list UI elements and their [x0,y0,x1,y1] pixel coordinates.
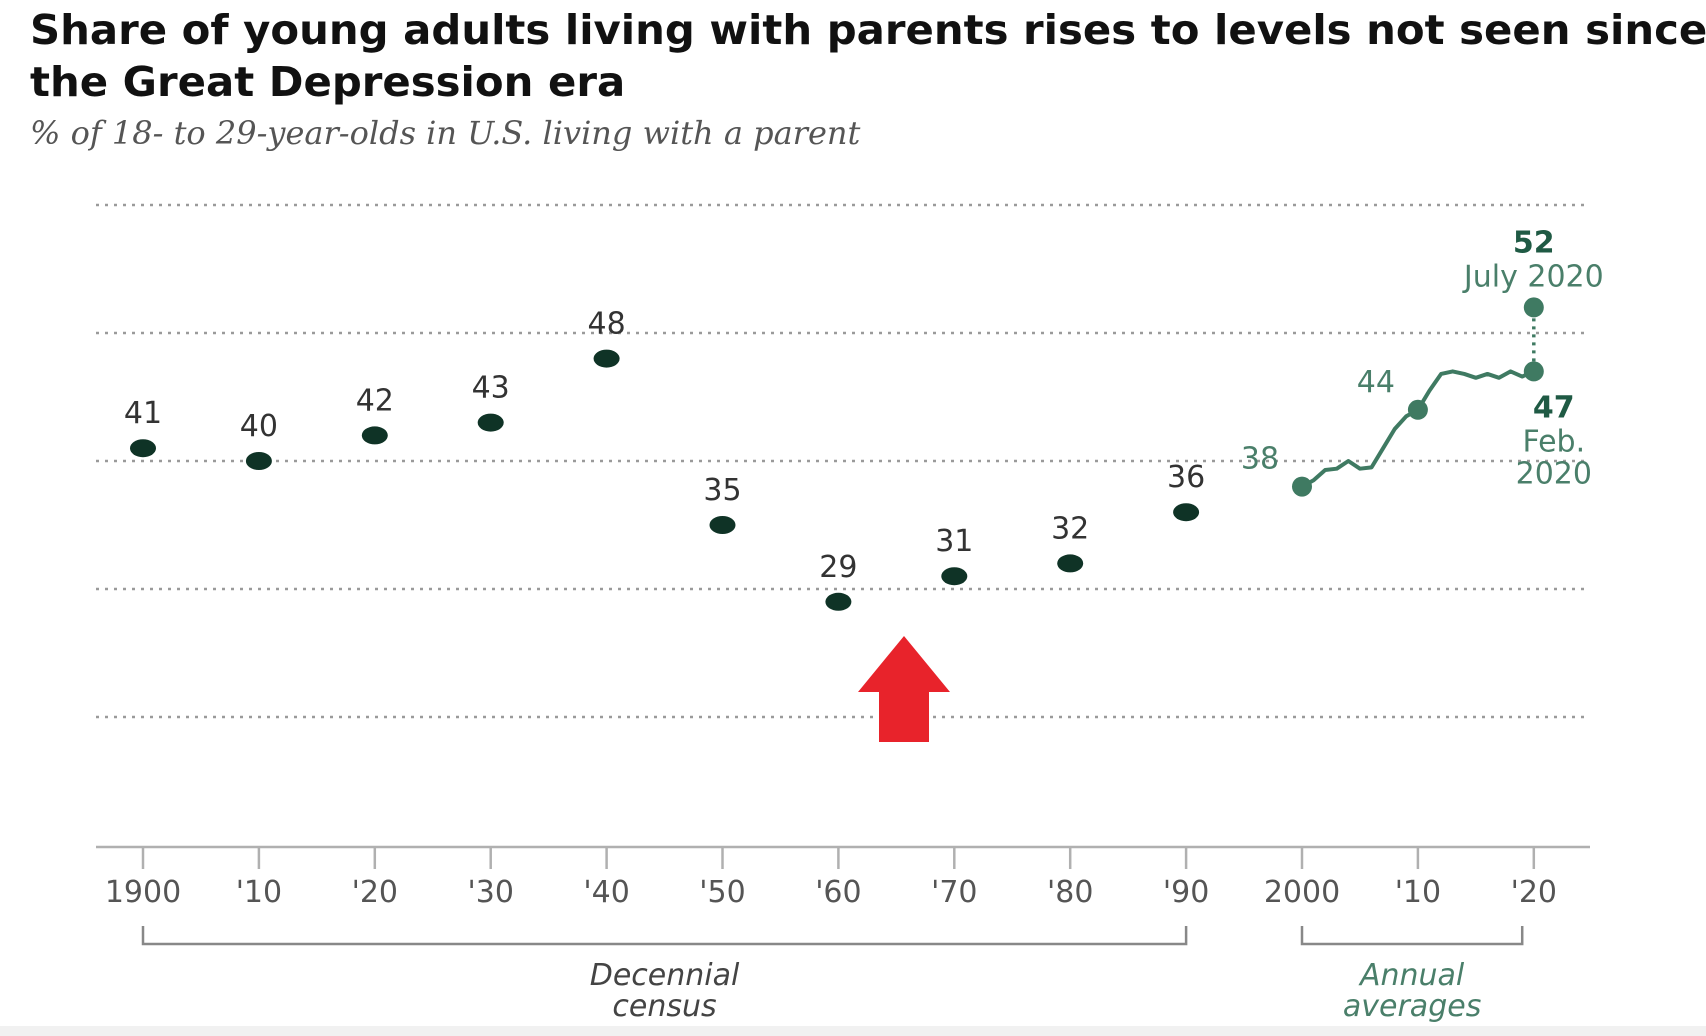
census-point [709,516,736,534]
point-value-label: 40 [240,409,278,444]
x-tick-label: '20 [352,875,398,910]
x-tick-label: '10 [1395,875,1441,910]
x-tick-label: '70 [931,875,977,910]
annual-point [1407,399,1428,420]
census-point [1173,503,1200,522]
bracket-label: Annual [1358,958,1465,993]
x-tick-label: '50 [699,875,745,910]
x-tick-label: '80 [1047,875,1093,910]
x-tick-label: 2000 [1264,875,1340,910]
period-bracket [141,926,1188,946]
bracket-label: Decennial [590,958,740,993]
period-bracket [1300,926,1524,946]
annual-average-line [1301,369,1535,489]
bracket-label: census [612,989,716,1024]
x-tick-label: 1900 [105,875,181,910]
point-value-label: 43 [472,371,510,406]
census-point [477,413,504,432]
annotation-value: 52 [1513,225,1555,260]
point-value-label: 36 [1167,460,1205,495]
annual-point [1292,476,1312,497]
point-value-label: 32 [1051,511,1089,546]
annotation-note: Feb. [1522,424,1585,459]
bracket-label: averages [1343,989,1481,1024]
data-series [130,297,1544,611]
point-value-label: 42 [356,383,394,418]
census-point [593,349,620,368]
census-point [941,567,968,586]
july-2020-point [1523,297,1544,318]
chart-title: Share of young adults living with parent… [30,6,1706,106]
point-value-label: 29 [819,550,857,585]
point-value-label: 35 [703,473,741,508]
point-value-label: 31 [935,524,973,559]
x-tick-label: '40 [583,875,629,910]
feb-2020-point [1523,361,1544,382]
annotation-note: 2020 [1516,456,1592,491]
point-value-label: 48 [588,307,626,342]
x-tick-label: '10 [236,875,282,910]
annotation-value: 38 [1241,442,1279,477]
annotation-note: July 2020 [1462,259,1604,294]
x-tick-label: '90 [1163,875,1209,910]
point-value-label: 41 [124,396,162,431]
census-point [245,452,272,470]
census-point [130,439,156,458]
census-point [825,592,852,611]
x-tick-label: '30 [467,875,513,910]
red-arrow-icon [858,636,950,742]
x-axis: 1900 '10 '20 '30 '40 '50 '60 '70 '80 '90 2000 '10 '2… [96,845,1590,910]
annotation-value: 44 [1357,365,1395,400]
bottom-band [0,1026,1706,1036]
annotation-value: 47 [1533,390,1575,425]
gridlines [96,203,1590,719]
x-tick-label: '20 [1511,875,1557,910]
census-point [1057,554,1084,573]
x-tick-label: '60 [815,875,861,910]
chart-subtitle: % of 18- to 29-year-olds in U.S. living … [30,114,861,152]
census-point [361,426,388,445]
